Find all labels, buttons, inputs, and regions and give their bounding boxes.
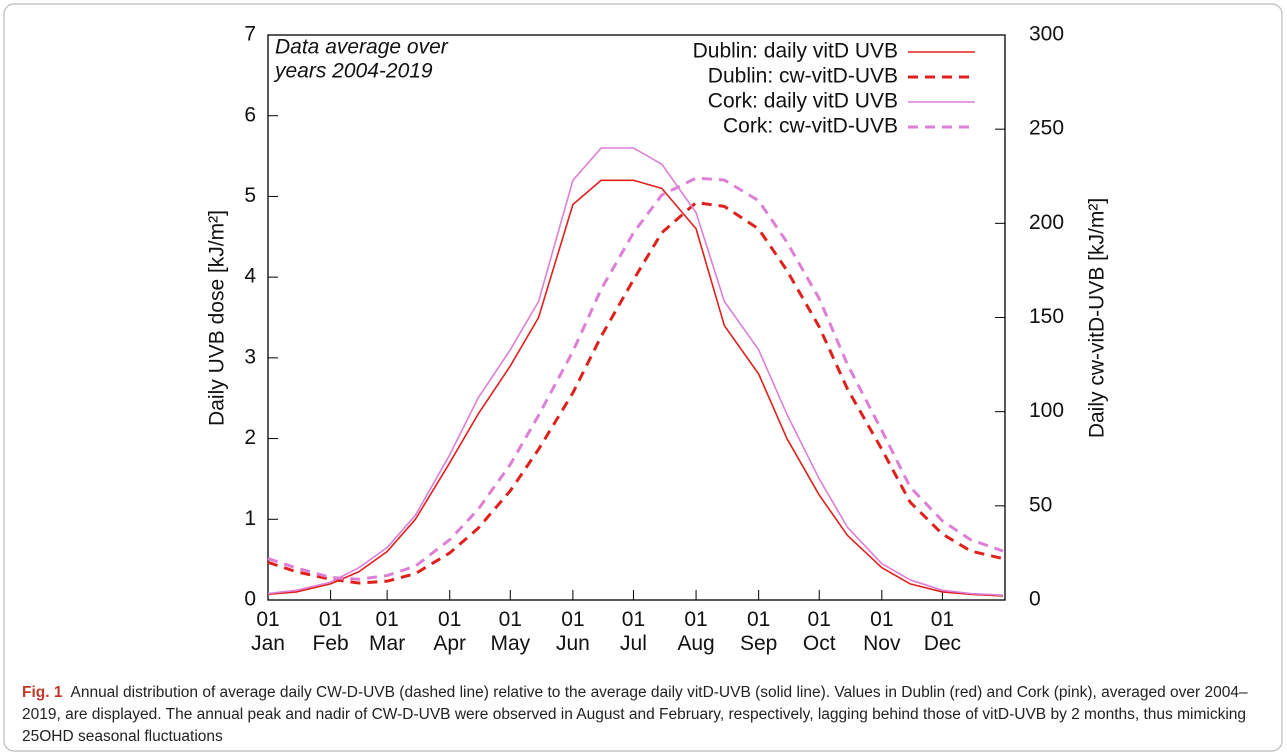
y-tick-label: 1 [244, 507, 256, 530]
x-tick-label: 01 Jan [251, 608, 285, 655]
series-line [267, 179, 1004, 597]
caption-text: Annual distribution of average daily CW-… [22, 684, 1248, 745]
legend-label: Cork: cw-vitD-UVB [723, 115, 898, 138]
x-tick-label: 01 Apr [433, 608, 467, 655]
annotation: Data average over [275, 36, 449, 59]
x-tick-label: 01 Sep [739, 608, 778, 655]
x-tick-label: 01 Aug [677, 608, 715, 655]
y2-tick-label: 150 [1029, 305, 1064, 328]
y2-tick-label: 250 [1029, 117, 1064, 140]
series-line [267, 201, 1004, 585]
x-tick-label: 01 May [490, 608, 531, 655]
y2-tick-label: 50 [1029, 493, 1052, 516]
y-tick-label: 7 [244, 23, 256, 46]
y2-tick-label: 100 [1029, 399, 1064, 422]
y-tick-label: 6 [244, 103, 256, 126]
series-line [267, 147, 1004, 596]
x-tick-label: 01 Mar [369, 608, 406, 655]
frame [3, 3, 1283, 752]
series-line [267, 176, 1004, 581]
x-tick-label: 01 Jun [555, 608, 590, 655]
x-tick-label: 01 Feb [312, 608, 349, 655]
caption-label: Fig. 1 [22, 684, 63, 701]
y2-tick-label: 0 [1029, 588, 1041, 611]
y-axis-label: Daily UVB dose [kJ/m²] [206, 210, 229, 426]
x-tick-label: 01 Jul [620, 608, 647, 655]
legend-label: Dublin: daily vitD UVB [693, 40, 898, 63]
y-tick-label: 4 [244, 265, 256, 288]
annotation: years 2004-2019 [273, 60, 433, 83]
x-tick-label: 01 Nov [863, 608, 901, 655]
x-tick-label: 01 Dec [923, 608, 962, 655]
y-tick-label: 0 [244, 588, 256, 611]
legend-label: Dublin: cw-vitD-UVB [708, 65, 898, 88]
y2-tick-label: 300 [1029, 23, 1064, 46]
y-tick-label: 5 [244, 184, 256, 207]
y-tick-label: 3 [244, 345, 256, 368]
legend-label: Cork: daily vitD UVB [708, 90, 898, 113]
y2-tick-label: 200 [1029, 211, 1064, 234]
y2-axis-label: Daily cw-vitD-UVB [kJ/m²] [1086, 198, 1109, 438]
y-tick-label: 2 [244, 426, 256, 449]
caption: Fig. 1 Annual distribution of average dai… [22, 682, 1262, 748]
x-tick-label: 01 Oct [802, 608, 836, 655]
